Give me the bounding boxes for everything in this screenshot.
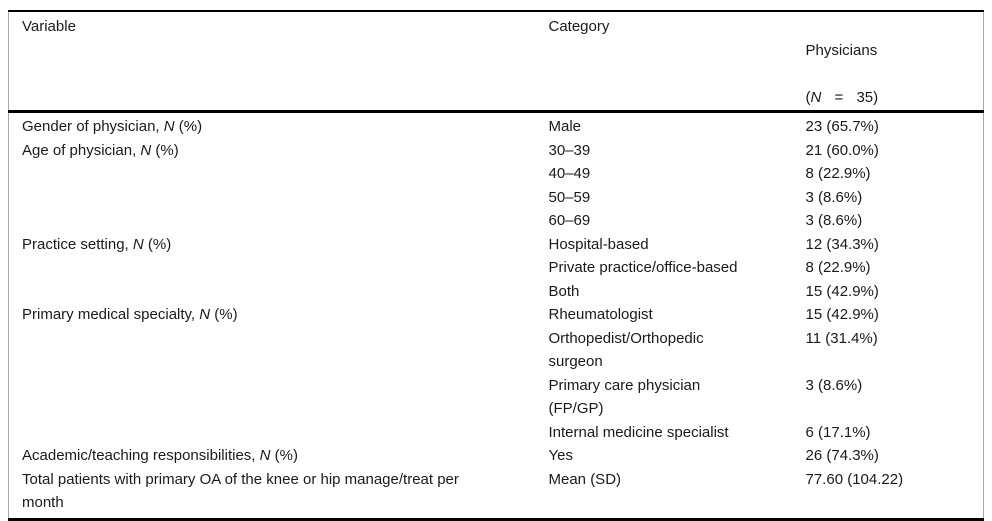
physicians-value-cell: 15 (42.9%) (805, 282, 879, 300)
physicians-header-line2: (N = 35) (806, 89, 879, 106)
category-cell: Orthopedist/Orthopedic surgeon (548, 329, 704, 371)
category-cell: Primary care physician (FP/GP) (548, 376, 701, 418)
table-row: Total patients with primary OA of the kn… (9, 468, 984, 520)
table-header-row: Variable Category Physicians (N = 35) (8, 11, 984, 113)
variable-cell (9, 209, 536, 233)
table-row: 50–59 3 (8.6%) (9, 186, 984, 210)
table-body: Gender of physician, N (%) Male 23 (65.7… (9, 112, 984, 520)
category-cell: Both (548, 282, 580, 300)
category-cell: 50–59 (548, 188, 591, 206)
physicians-value-cell: 8 (22.9%) (805, 165, 871, 182)
table-row: Academic/teaching responsibilities, N (%… (9, 444, 984, 468)
variable-text: Primary medical specialty, (22, 306, 200, 323)
variable-n-symbol: N (163, 118, 175, 135)
physicians-value-cell: 26 (74.3%) (805, 447, 879, 464)
physicians-value-cell: 77.60 (104.22) (805, 470, 904, 488)
table-row: 60–69 3 (8.6%) (9, 209, 984, 233)
variable-n-symbol: N (199, 306, 211, 323)
category-cell: Hospital-based (548, 235, 649, 253)
physicians-header-line1: Physicians (805, 41, 878, 59)
physicians-value-cell: 3 (8.6%) (805, 376, 863, 394)
physicians-value-cell: 21 (60.0%) (805, 141, 879, 159)
variable-cell (9, 256, 536, 280)
physicians-value-cell: 11 (31.4%) (805, 329, 878, 347)
physicians-value-cell: 12 (34.3%) (805, 235, 879, 253)
column-header-category: Category (535, 11, 793, 113)
physicians-value-cell: 3 (8.6%) (805, 188, 863, 206)
variable-suffix: (%) (270, 447, 298, 464)
variable-cell: Age of physician, N (%) (9, 139, 536, 163)
table-row: Practice setting, N (%) Hospital-based 1… (9, 233, 984, 257)
variable-cell (9, 421, 536, 445)
variable-cell (9, 186, 536, 210)
variable-cell: Practice setting, N (%) (9, 233, 536, 257)
table-row: Primary care physician (FP/GP) 3 (8.6%) (9, 374, 984, 421)
variable-cell: Gender of physician, N (%) (9, 112, 536, 139)
n-equals-value: = 35) (821, 88, 879, 106)
variable-text: Gender of physician, (22, 118, 164, 135)
category-cell: Male (548, 118, 582, 135)
variable-n-symbol: N (140, 141, 152, 159)
table-row: Primary medical specialty, N (%) Rheumat… (9, 303, 984, 327)
physicians-value-cell: 23 (65.7%) (805, 118, 879, 135)
physicians-value-cell: 3 (8.6%) (805, 212, 863, 229)
physician-characteristics-table: Variable Category Physicians (N = 35) Ge… (8, 10, 984, 521)
open-paren: ( (805, 88, 811, 106)
table-row: Both 15 (42.9%) (9, 280, 984, 304)
table-row: Age of physician, N (%) 30–39 21 (60.0%) (9, 139, 984, 163)
variable-cell (9, 327, 536, 374)
variable-cell: Primary medical specialty, N (%) (9, 303, 536, 327)
table-header: Variable Category Physicians (N = 35) (8, 11, 984, 113)
variable-suffix: (%) (143, 235, 172, 253)
variable-cell (9, 374, 536, 421)
n-symbol: N (810, 88, 822, 106)
category-cell: 60–69 (548, 212, 591, 229)
variable-suffix: (%) (210, 306, 238, 323)
paper-page: Variable Category Physicians (N = 35) Ge… (0, 10, 992, 521)
variable-cell: Total patients with primary OA of the kn… (9, 468, 536, 520)
variable-text: Age of physician, (22, 141, 141, 159)
category-cell: Private practice/office-based (548, 259, 738, 276)
variable-suffix: (%) (151, 141, 179, 159)
physicians-value-cell: 8 (22.9%) (805, 259, 871, 276)
table-row: Gender of physician, N (%) Male 23 (65.7… (9, 112, 984, 139)
variable-cell (9, 162, 536, 186)
column-header-physicians: Physicians (N = 35) (792, 11, 984, 113)
category-cell: Yes (548, 447, 573, 464)
category-cell: Rheumatologist (548, 306, 653, 323)
table-row: 40–49 8 (22.9%) (9, 162, 984, 186)
physicians-value-cell: 15 (42.9%) (805, 306, 879, 323)
variable-n-symbol: N (259, 447, 271, 464)
variable-cell: Academic/teaching responsibilities, N (%… (9, 444, 536, 468)
category-cell: 40–49 (548, 165, 591, 182)
variable-n-symbol: N (132, 235, 144, 253)
variable-text: Total patients with primary OA of the kn… (22, 470, 459, 512)
variable-text: Practice setting, (22, 235, 133, 253)
category-cell: 30–39 (548, 141, 591, 159)
variable-text: Academic/teaching responsibilities, (22, 447, 260, 464)
variable-cell (9, 280, 536, 304)
variable-suffix: (%) (174, 118, 203, 135)
table-row: Internal medicine specialist 6 (17.1%) (9, 421, 984, 445)
table-row: Private practice/office-based 8 (22.9%) (9, 256, 984, 280)
physicians-value-cell: 6 (17.1%) (805, 423, 871, 441)
column-header-variable: Variable (8, 11, 536, 113)
category-cell: Internal medicine specialist (548, 423, 729, 441)
table-row: Orthopedist/Orthopedic surgeon 11 (31.4%… (9, 327, 984, 374)
category-cell: Mean (SD) (548, 470, 622, 488)
